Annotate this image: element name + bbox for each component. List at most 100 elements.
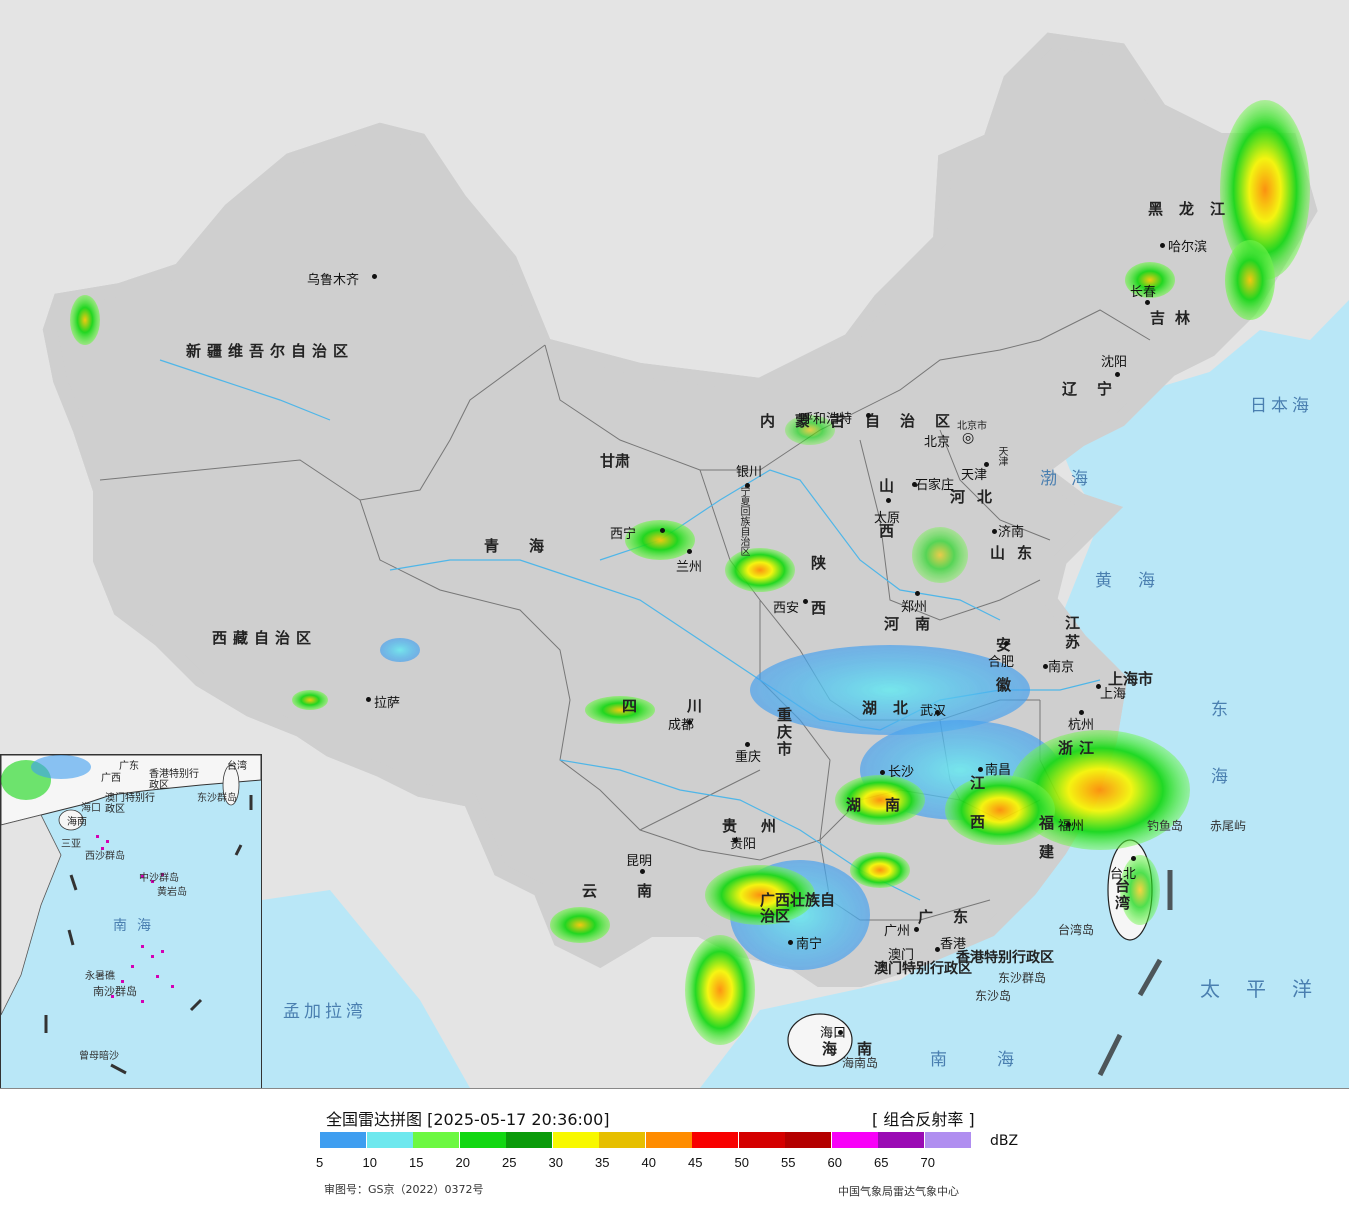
province-label: 黑龙江 <box>1148 200 1242 218</box>
province-label: 青海 <box>484 537 575 555</box>
city-dot <box>1096 684 1101 689</box>
legend-swatch <box>692 1132 738 1148</box>
city-dot <box>687 549 692 554</box>
city-dot <box>978 767 983 772</box>
legend-swatch <box>831 1132 878 1148</box>
inset-label: 三亚 <box>61 839 81 850</box>
city-label[interactable]: 武汉 <box>920 704 947 719</box>
legend-swatch <box>924 1132 971 1148</box>
city-label[interactable]: 合肥 <box>988 655 1015 670</box>
legend-swatch <box>878 1132 924 1148</box>
city-label[interactable]: 南京 <box>1048 660 1075 675</box>
legend-swatch <box>366 1132 413 1148</box>
province-label: 宁夏回族自治区 <box>738 486 749 556</box>
south-china-sea-inset[interactable]: 广东 台湾 广西 海南 香港特别行政区 澳门特别行政区 东沙群岛 西沙群岛 中沙… <box>0 754 262 1088</box>
city-dot <box>866 413 871 418</box>
legend-swatch <box>599 1132 645 1148</box>
city-dot <box>1160 243 1165 248</box>
inset-label: 台湾 <box>227 761 247 772</box>
city-label[interactable]: 福州 <box>1058 819 1085 834</box>
capital-marker: ◎ <box>962 430 975 446</box>
city-label[interactable]: 上海 <box>1100 687 1127 702</box>
city-label[interactable]: 长沙 <box>888 765 915 780</box>
city-label[interactable]: 太原 <box>874 511 901 526</box>
legend-tick: 55 <box>781 1155 796 1170</box>
city-label[interactable]: 长春 <box>1130 285 1157 300</box>
city-label[interactable]: 重庆 <box>735 750 762 765</box>
city-dot <box>992 529 997 534</box>
city-label[interactable]: 贵阳 <box>730 837 757 852</box>
city-label[interactable]: 广州 <box>884 924 911 939</box>
city-label[interactable]: 海口 <box>820 1026 847 1041</box>
legend-swatch <box>738 1132 785 1148</box>
city-dot <box>1145 300 1150 305</box>
city-dot <box>912 482 917 487</box>
sea-label: 太平洋 <box>1200 977 1338 1001</box>
city-label[interactable]: 澳门 <box>888 948 915 963</box>
city-dot <box>1066 822 1071 827</box>
radar-map[interactable]: 新疆维吾尔自治区 西藏自治区 青海 甘肃 内蒙古自治区 黑龙江 吉林 辽宁 河北… <box>0 0 1349 1089</box>
province-label: 贵州 <box>722 817 801 835</box>
city-label[interactable]: 拉萨 <box>374 696 401 711</box>
city-dot <box>915 591 920 596</box>
province-label: 新疆维吾尔自治区 <box>186 342 355 360</box>
legend-swatch <box>320 1132 366 1148</box>
legend-swatch <box>645 1132 692 1148</box>
province-label: 云南 <box>582 882 693 900</box>
city-label[interactable]: 香港 <box>940 937 967 952</box>
island-label: 东沙岛 <box>975 989 1012 1003</box>
city-label[interactable]: 昆明 <box>626 854 653 869</box>
city-dot <box>984 462 989 467</box>
city-label[interactable]: 北京 <box>924 435 951 450</box>
sea-label: 渤海 <box>1040 469 1102 489</box>
city-label[interactable]: 西安 <box>773 601 800 616</box>
inset-canvas <box>1 755 261 1075</box>
city-label[interactable]: 济南 <box>998 525 1025 540</box>
province-label: 甘肃 <box>600 452 631 470</box>
legend-panel: 全国雷达拼图 [2025-05-17 20:36:00] [ 组合反射率 ] d… <box>0 1089 1349 1208</box>
city-dot <box>1131 856 1136 861</box>
city-label[interactable]: 石家庄 <box>915 478 955 493</box>
city-label[interactable]: 兰州 <box>676 560 703 575</box>
legend-tick: 35 <box>595 1155 610 1170</box>
approval-number: 审图号：GS京（2022）0372号 <box>324 1183 484 1196</box>
city-dot <box>1043 664 1048 669</box>
product-label: [ 组合反射率 ] <box>872 1110 975 1129</box>
province-label: 河北 <box>950 488 1005 506</box>
city-dot <box>788 940 793 945</box>
province-label: 内蒙古自治区 <box>760 412 971 430</box>
city-label[interactable]: 台北 <box>1110 867 1137 882</box>
legend-tick: 50 <box>734 1155 749 1170</box>
city-dot <box>803 599 808 604</box>
city-label[interactable]: 郑州 <box>901 600 928 615</box>
province-label: 天津 <box>996 446 1007 466</box>
inset-label: 东沙群岛 <box>197 793 237 804</box>
province-label: 上海市 <box>1108 670 1154 688</box>
inset-label: 海口 <box>81 803 101 814</box>
legend-tick: 40 <box>641 1155 656 1170</box>
city-label[interactable]: 呼和浩特 <box>800 412 853 427</box>
city-label[interactable]: 天津 <box>961 468 988 483</box>
province-label: 福建 <box>1037 815 1055 873</box>
city-label[interactable]: 沈阳 <box>1101 355 1128 370</box>
legend-tick: 70 <box>920 1155 935 1170</box>
city-label[interactable]: 南宁 <box>796 937 823 952</box>
inset-label: 西沙群岛 <box>85 851 125 862</box>
city-dot <box>1079 710 1084 715</box>
province-label: 陕西 <box>809 555 827 645</box>
city-label[interactable]: 哈尔滨 <box>1168 240 1208 255</box>
island-label: 台湾岛 <box>1058 923 1095 937</box>
province-label: 河南 <box>884 615 947 633</box>
city-label[interactable]: 乌鲁木齐 <box>307 273 360 288</box>
sea-label: 南海 <box>930 1050 1064 1070</box>
province-label: 湖北 <box>862 699 925 717</box>
city-label[interactable]: 银川 <box>736 465 763 480</box>
inset-label: 海南 <box>67 817 87 828</box>
city-label[interactable]: 杭州 <box>1068 718 1095 733</box>
city-label[interactable]: 南昌 <box>985 763 1012 778</box>
legend-tick: 15 <box>409 1155 424 1170</box>
city-label[interactable]: 成都 <box>668 718 695 733</box>
city-label[interactable]: 西宁 <box>610 527 637 542</box>
inset-label: 澳门特别行政区 <box>105 793 155 815</box>
province-label: 海南 <box>822 1040 893 1058</box>
